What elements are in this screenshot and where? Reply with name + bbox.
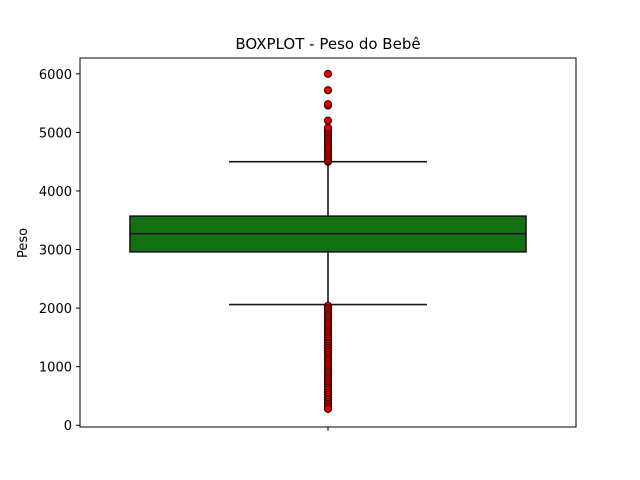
- chart-title: BOXPLOT - Peso do Bebê: [235, 35, 420, 53]
- outlier-point: [323, 86, 333, 95]
- y-tick-label: 4000: [39, 185, 72, 200]
- y-tick-label: 6000: [39, 68, 72, 83]
- y-tick-label: 0: [64, 419, 72, 434]
- outlier-point: [323, 404, 333, 413]
- y-tick-label: 3000: [39, 244, 72, 259]
- y-axis: 0 1000 2000 3000 4000 5000 6000: [39, 68, 329, 434]
- y-tick-label: 1000: [39, 361, 72, 376]
- outlier-point: [323, 69, 333, 78]
- outlier-point: [323, 100, 333, 109]
- outlier-point: [323, 116, 333, 125]
- plot-area: [129, 69, 527, 413]
- outlier-point: [323, 123, 333, 132]
- y-tick-label: 5000: [39, 126, 72, 141]
- y-tick-label: 2000: [39, 302, 72, 317]
- y-axis-label: Peso: [16, 228, 31, 258]
